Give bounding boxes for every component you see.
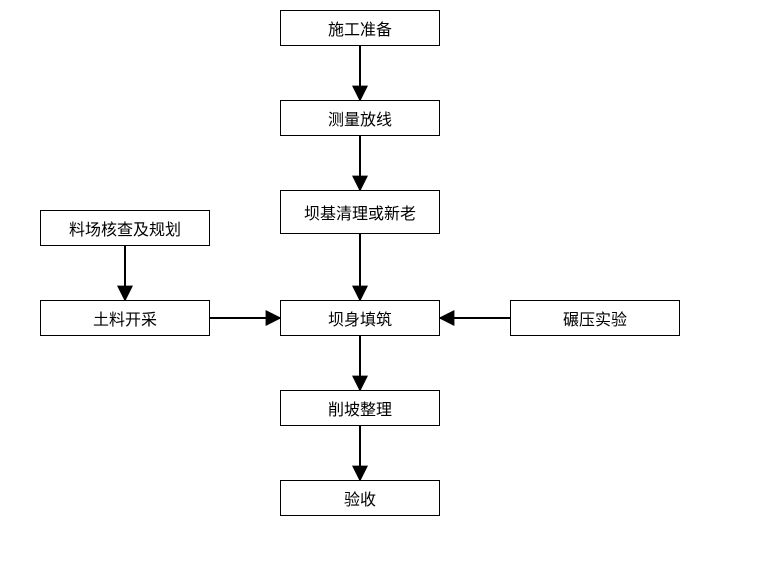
node-n6: 验收 [280, 480, 440, 516]
node-n5: 削坡整理 [280, 390, 440, 426]
node-n9: 碾压实验 [510, 300, 680, 336]
flowchart-canvas: 施工准备测量放线坝基清理或新老坝身填筑削坡整理验收 料场核查及规划土料开采 碾压实验 [0, 0, 760, 570]
node-n2: 测量放线 [280, 100, 440, 136]
node-n7: 料场核查及规划 [40, 210, 210, 246]
node-n3: 坝基清理或新老 [280, 190, 440, 234]
node-n4: 坝身填筑 [280, 300, 440, 336]
node-n1: 施工准备 [280, 10, 440, 46]
node-n8: 土料开采 [40, 300, 210, 336]
